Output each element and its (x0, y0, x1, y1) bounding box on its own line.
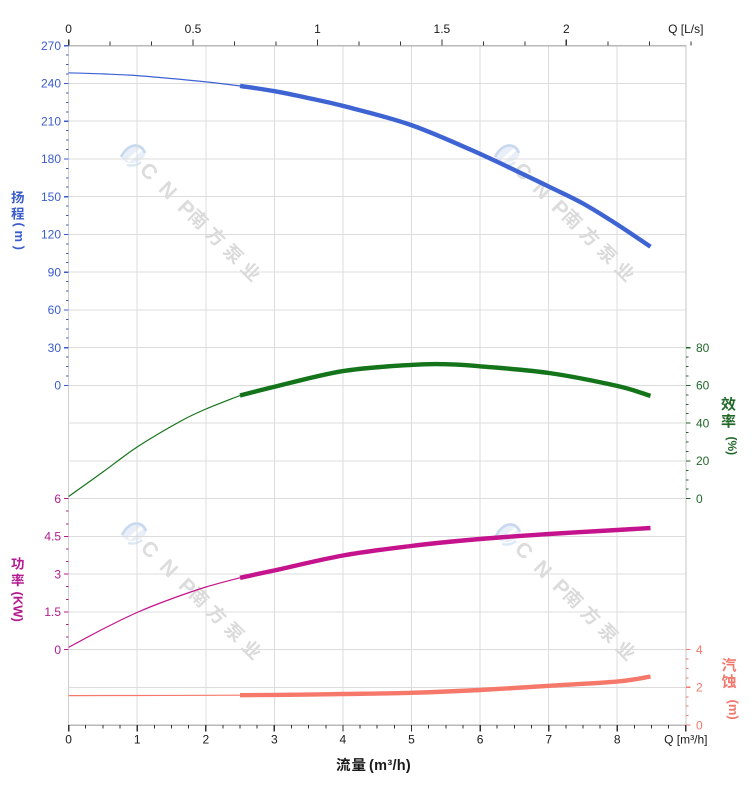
svg-text:0: 0 (65, 733, 72, 747)
svg-text:8: 8 (614, 733, 621, 747)
svg-text:4: 4 (696, 643, 703, 657)
svg-text:270: 270 (41, 39, 61, 53)
svg-text:4: 4 (340, 733, 347, 747)
svg-text:0: 0 (54, 643, 61, 657)
svg-text:6: 6 (477, 733, 484, 747)
svg-text:(KW): (KW) (11, 592, 26, 622)
svg-text:240: 240 (41, 77, 61, 91)
svg-text:4.5: 4.5 (44, 530, 61, 544)
svg-text:210: 210 (41, 115, 61, 129)
svg-text:Q [m³/h]: Q [m³/h] (664, 733, 707, 747)
svg-text:3: 3 (271, 733, 278, 747)
svg-text:Q [L/s]: Q [L/s] (668, 22, 703, 36)
svg-text:5: 5 (408, 733, 415, 747)
svg-text:80: 80 (696, 341, 710, 355)
svg-text:150: 150 (41, 190, 61, 204)
svg-text:180: 180 (41, 152, 61, 166)
svg-text:0: 0 (696, 718, 703, 732)
svg-text:(m³/h): (m³/h) (369, 758, 411, 774)
svg-text:0: 0 (65, 22, 72, 36)
svg-text:30: 30 (48, 341, 62, 355)
svg-text:6: 6 (54, 492, 61, 506)
svg-text:40: 40 (696, 416, 710, 430)
svg-text:7: 7 (545, 733, 552, 747)
svg-text:1.5: 1.5 (434, 22, 451, 36)
svg-text:0.5: 0.5 (185, 22, 202, 36)
svg-text:2: 2 (563, 22, 570, 36)
svg-text:1: 1 (134, 733, 141, 747)
svg-text:60: 60 (696, 379, 710, 393)
svg-text:( m ): ( m ) (12, 223, 27, 250)
svg-text:20: 20 (696, 454, 710, 468)
svg-text:2: 2 (202, 733, 209, 747)
svg-text:(m): (m) (726, 700, 741, 720)
svg-text:60: 60 (48, 303, 62, 317)
svg-text:120: 120 (41, 228, 61, 242)
svg-text:3: 3 (54, 567, 61, 581)
svg-text:1.5: 1.5 (44, 605, 61, 619)
svg-text:2: 2 (696, 681, 703, 695)
svg-text:(%): (%) (725, 437, 739, 456)
svg-text:90: 90 (48, 266, 62, 280)
svg-text:1: 1 (314, 22, 321, 36)
svg-text:0: 0 (54, 379, 61, 393)
svg-text:0: 0 (696, 492, 703, 506)
